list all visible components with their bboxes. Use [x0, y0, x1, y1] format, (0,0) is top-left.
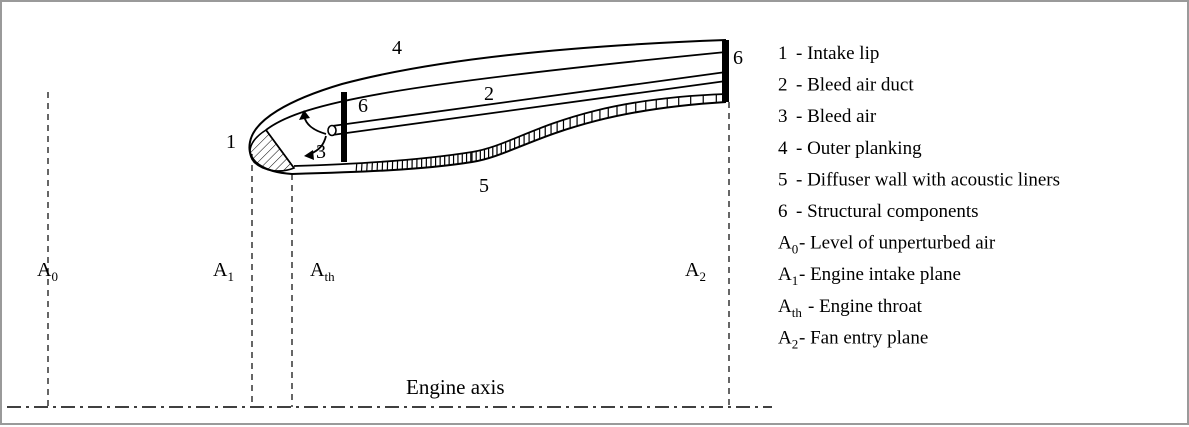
- legend-item: 3 - Bleed air: [778, 106, 877, 127]
- legend-text: - Outer planking: [796, 138, 922, 159]
- acoustic-liner-tick: [356, 163, 357, 171]
- acoustic-liner-tick: [361, 163, 362, 172]
- plane-label-a0: A0: [37, 259, 58, 284]
- legend-text: - Engine intake plane: [799, 264, 961, 285]
- plane-label-a2: A2: [685, 259, 706, 284]
- legend-item: A1- Engine intake plane: [778, 264, 961, 288]
- svg-text:A2: A2: [685, 259, 706, 284]
- svg-text:A1: A1: [213, 259, 234, 284]
- legend-text: - Diffuser wall with acoustic liners: [796, 169, 1060, 190]
- legend-key: 6: [778, 201, 788, 222]
- legend-text: - Engine throat: [808, 296, 923, 317]
- legend-item: Ath - Engine throat: [778, 296, 923, 320]
- legend-key: 5: [778, 169, 788, 190]
- intake-lip: [250, 130, 294, 171]
- callout-1: 1: [226, 131, 236, 153]
- structural-component-front: [341, 92, 347, 162]
- callout-4: 4: [392, 37, 402, 59]
- legend-key: 4: [778, 138, 788, 159]
- callout-6-rear: 6: [733, 47, 743, 69]
- bleed-air-duct-end: [328, 126, 336, 136]
- legend-item: 4 - Outer planking: [778, 138, 922, 159]
- legend-key: A0: [778, 233, 798, 257]
- legend-text: - Fan entry plane: [799, 327, 928, 348]
- engine-axis-label: Engine axis: [406, 375, 505, 399]
- legend-key: A2: [778, 327, 798, 351]
- legend: 1 - Intake lip 2 - Bleed air duct 3 - Bleed a…: [778, 43, 1060, 351]
- legend-text: - Level of unperturbed air: [799, 233, 996, 254]
- plane-label-ath: Ath: [310, 259, 335, 284]
- legend-text: - Bleed air: [796, 106, 877, 127]
- structural-component-rear: [722, 40, 729, 102]
- legend-key: 1: [778, 43, 788, 64]
- legend-item: A2- Fan entry plane: [778, 327, 928, 351]
- callout-3: 3: [316, 141, 326, 163]
- callout-5: 5: [479, 175, 489, 197]
- legend-item: 2 - Bleed air duct: [778, 75, 914, 96]
- svg-text:A0: A0: [37, 259, 58, 284]
- bleed-air-arrowhead-lower: [304, 150, 314, 160]
- legend-key: 2: [778, 75, 788, 96]
- legend-key: 3: [778, 106, 788, 127]
- legend-item: 1 - Intake lip: [778, 43, 879, 64]
- legend-text: - Bleed air duct: [796, 75, 914, 96]
- legend-item: 5 - Diffuser wall with acoustic liners: [778, 169, 1060, 190]
- callout-2: 2: [484, 83, 494, 105]
- plane-label-a1: A1: [213, 259, 234, 284]
- legend-text: - Intake lip: [796, 43, 879, 64]
- bleed-air-arrowhead-upper: [299, 110, 310, 120]
- bleed-air-arrow-upper: [304, 116, 326, 134]
- callout-6-front: 6: [358, 95, 368, 117]
- legend-text: - Structural components: [796, 201, 979, 222]
- legend-key: A1: [778, 264, 798, 288]
- legend-item: 6 - Structural components: [778, 201, 979, 222]
- legend-key: Ath: [778, 296, 802, 320]
- legend-item: A0- Level of unperturbed air: [778, 233, 996, 257]
- svg-text:Ath: Ath: [310, 259, 335, 284]
